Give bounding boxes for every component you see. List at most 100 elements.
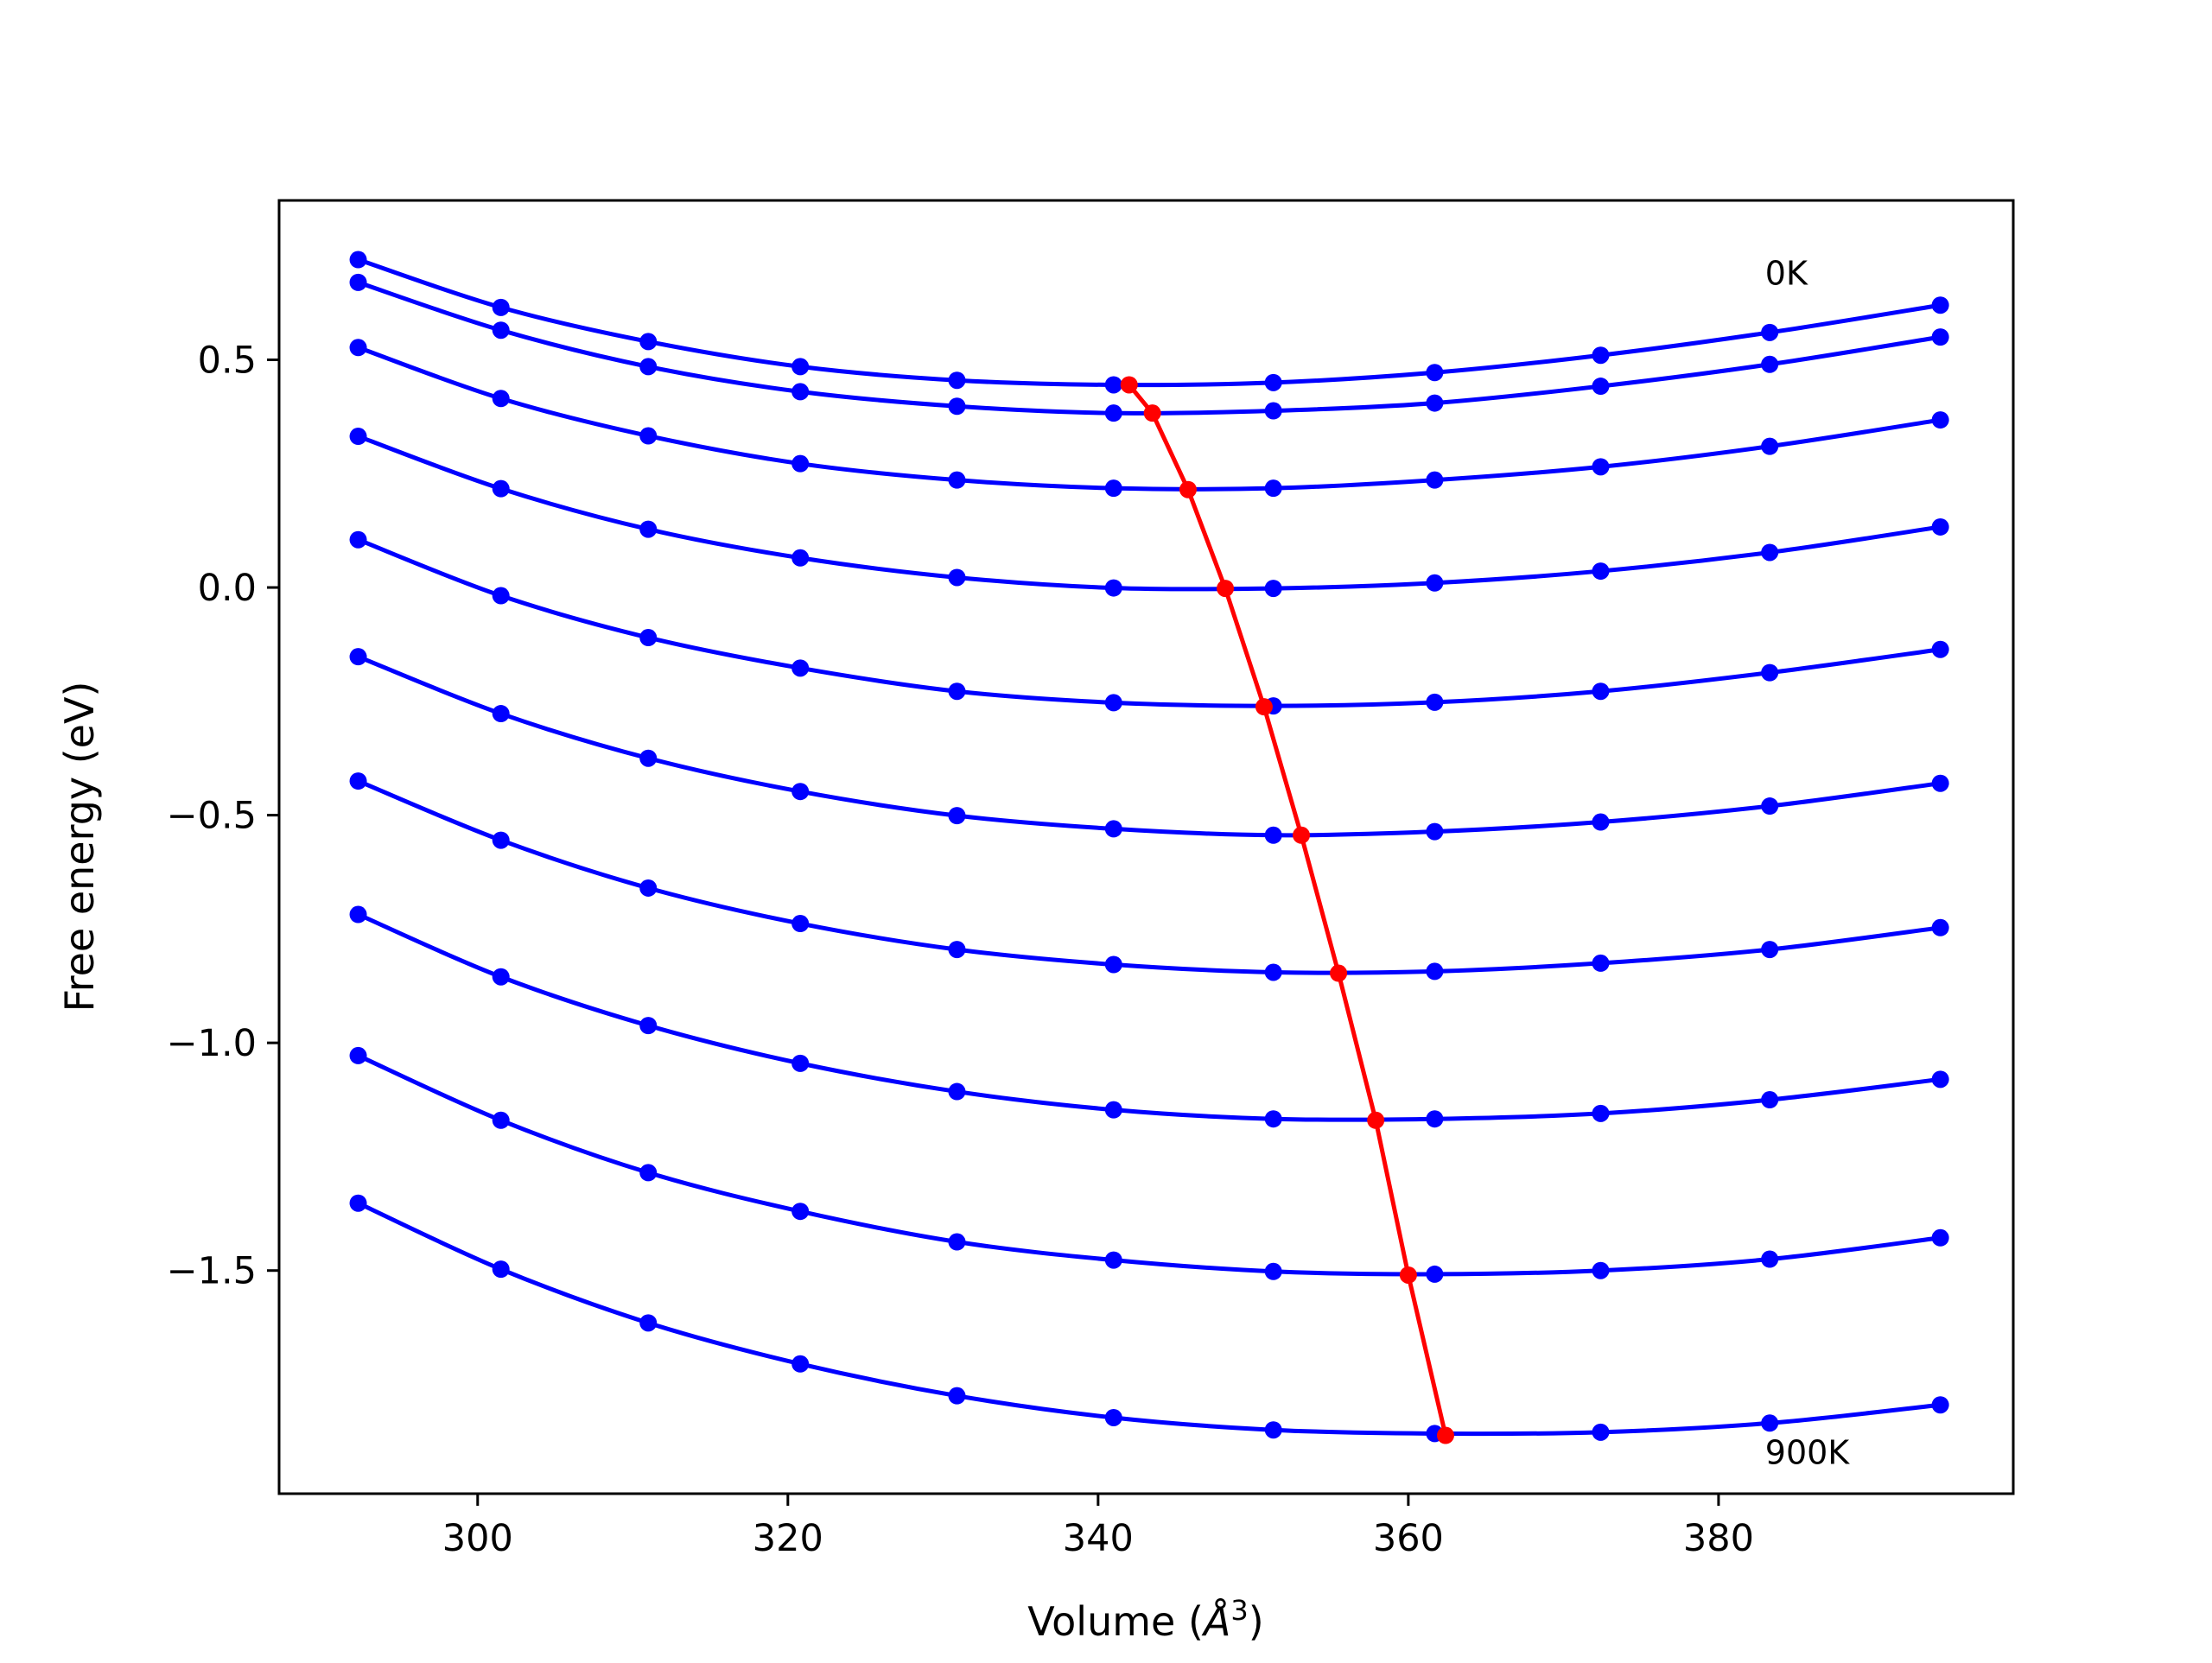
curve-point — [1931, 1228, 1949, 1247]
curve-point — [492, 705, 510, 723]
curve-point — [349, 428, 367, 446]
curve-point — [349, 905, 367, 924]
x-tick-label: 300 — [442, 1517, 513, 1560]
curve-point — [1761, 1414, 1779, 1432]
curve-point — [948, 397, 966, 416]
curve-point — [1761, 797, 1779, 816]
curve-point — [639, 333, 658, 351]
curve-point — [791, 549, 810, 567]
minimum-point — [1120, 376, 1138, 394]
curve-point — [791, 1203, 810, 1221]
temperature-curve — [349, 428, 1949, 598]
curve-point — [492, 479, 510, 498]
curve-point — [1426, 822, 1444, 841]
curve-point — [1931, 328, 1949, 346]
minimum-point — [1143, 404, 1161, 422]
curve-point — [1931, 918, 1949, 936]
curve-point — [791, 454, 810, 473]
minimum-point — [1399, 1266, 1417, 1284]
curve-point — [1104, 694, 1122, 712]
curve-point — [1264, 1421, 1282, 1439]
curve-point — [1761, 543, 1779, 562]
curve-point — [1264, 826, 1282, 844]
curve-point — [639, 749, 658, 767]
curve-point — [1761, 355, 1779, 373]
curve-point — [1761, 437, 1779, 455]
minimum-point — [1293, 826, 1311, 844]
x-axis-unit-base: Å — [1201, 1598, 1230, 1645]
curve-point — [492, 968, 510, 986]
curve-point — [1592, 1104, 1610, 1122]
curve-point — [948, 471, 966, 489]
curve-point — [639, 1017, 658, 1035]
x-tick-label: 380 — [1683, 1517, 1754, 1560]
curve-point — [791, 659, 810, 677]
curve-point — [791, 383, 810, 401]
curve-point — [1931, 1070, 1949, 1089]
curve-point — [1426, 364, 1444, 382]
minimum-point — [1179, 480, 1197, 498]
curve-point — [948, 1387, 966, 1405]
curve-point — [1592, 562, 1610, 581]
curve-point — [1426, 471, 1444, 489]
temperature-curve — [349, 251, 1949, 394]
y-ticks: 0.5 0.0 −0.5 −1.0 −1.5 — [167, 339, 279, 1293]
temperature-curve — [349, 339, 1949, 498]
minimum-point — [1436, 1426, 1454, 1444]
curve-point — [1104, 955, 1122, 974]
x-axis-unit-exp: 3 — [1230, 1594, 1248, 1627]
curve-point — [639, 629, 658, 647]
curve-point — [1264, 580, 1282, 598]
x-ticks: 300 320 340 360 380 — [442, 1494, 1754, 1560]
curve-point — [1426, 394, 1444, 412]
y-tick-label: −1.5 — [167, 1250, 257, 1293]
curve-point — [1592, 682, 1610, 701]
curve-line — [357, 1201, 1941, 1437]
curve-point — [1592, 378, 1610, 396]
minimum-point — [1367, 1111, 1385, 1129]
temperature-curve — [349, 648, 1949, 844]
y-tick-label: −1.0 — [167, 1022, 257, 1065]
curve-point — [1931, 774, 1949, 792]
y-tick-label: 0.0 — [198, 567, 257, 610]
curve-point — [948, 682, 966, 701]
curve-point — [492, 587, 510, 605]
curve-line — [357, 912, 1941, 1122]
curve-point — [1761, 323, 1779, 341]
curve-point — [1264, 1110, 1282, 1128]
curve-point — [349, 339, 367, 357]
curve-point — [1761, 1091, 1779, 1109]
curve-point — [492, 298, 510, 316]
curve-point — [1426, 962, 1444, 981]
curve-point — [1426, 1265, 1444, 1283]
curve-point — [1264, 402, 1282, 420]
curve-point — [349, 1046, 367, 1064]
curve-point — [948, 941, 966, 959]
curves-layer — [349, 251, 1949, 1443]
curve-line — [357, 654, 1941, 838]
curve-point — [639, 1164, 658, 1182]
curve-point — [948, 568, 966, 587]
curve-line — [357, 1053, 1941, 1277]
curve-point — [1592, 458, 1610, 476]
curve-point — [639, 520, 658, 538]
y-tick-label: 0.5 — [198, 339, 257, 382]
curve-point — [349, 251, 367, 269]
curve-point — [1264, 479, 1282, 498]
x-axis-label-text: Volume — [1027, 1598, 1175, 1645]
minima-layer — [1120, 376, 1454, 1444]
curve-point — [1104, 820, 1122, 838]
curve-point — [1264, 1262, 1282, 1280]
curve-point — [1761, 663, 1779, 682]
curve-point — [791, 1355, 810, 1373]
curve-point — [791, 358, 810, 376]
curve-point — [948, 1082, 966, 1101]
curve-point — [1104, 479, 1122, 498]
curve-point — [1592, 954, 1610, 972]
curve-point — [1426, 693, 1444, 711]
annotations: 0K 900K — [1765, 254, 1851, 1471]
curve-point — [1104, 1408, 1122, 1426]
curve-point — [639, 427, 658, 445]
curve-point — [349, 772, 367, 790]
